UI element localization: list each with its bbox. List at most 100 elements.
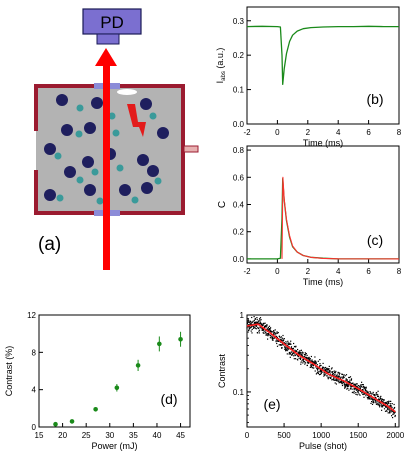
data-point — [389, 403, 392, 405]
data-point — [273, 330, 275, 332]
small-particle — [91, 168, 99, 176]
data-point — [308, 356, 310, 359]
data-point — [374, 399, 376, 401]
data-point — [310, 365, 313, 367]
data-point — [375, 394, 377, 396]
data-point — [347, 384, 349, 386]
panel-label: (b) — [366, 91, 383, 107]
y-tick-label: 0.6 — [233, 173, 245, 182]
data-point — [69, 419, 75, 424]
data-point — [348, 376, 350, 379]
data-point — [291, 351, 293, 353]
data-point — [362, 384, 364, 386]
data-point — [312, 365, 314, 367]
plot-frame — [246, 314, 400, 428]
data-point — [306, 358, 308, 360]
data-point — [274, 333, 276, 335]
data-point — [358, 390, 360, 392]
large-particle — [64, 166, 76, 178]
data-point — [267, 335, 269, 337]
data-point — [292, 353, 294, 355]
large-particle — [147, 165, 159, 177]
data-point — [388, 400, 390, 402]
data-point — [267, 332, 270, 335]
data-point — [330, 376, 332, 378]
data-point — [301, 353, 303, 355]
data-point — [248, 322, 251, 324]
data-point — [345, 378, 347, 380]
data-point — [259, 319, 261, 321]
data-point — [388, 402, 390, 404]
data-point — [388, 408, 390, 410]
data-point — [304, 363, 306, 365]
small-particle — [112, 129, 120, 137]
data-point — [286, 353, 288, 355]
data-point — [259, 317, 262, 319]
data-point — [332, 371, 334, 373]
data-point — [305, 356, 307, 359]
data-point — [256, 325, 258, 327]
data-point — [333, 370, 335, 372]
data-point — [328, 368, 330, 370]
data-point — [257, 326, 259, 329]
data-point — [345, 383, 347, 385]
data-point — [294, 354, 296, 357]
data-point — [291, 354, 293, 356]
x-tick-label: 6 — [366, 128, 371, 137]
large-particle — [91, 97, 103, 109]
data-point — [368, 397, 370, 399]
data-point — [383, 399, 385, 401]
y-tick-label: 0.1 — [233, 388, 245, 397]
data-point — [370, 392, 372, 394]
data-point — [284, 346, 286, 349]
data-point — [361, 381, 363, 383]
data-point — [263, 322, 265, 324]
data-point — [343, 376, 345, 379]
data-point — [262, 332, 264, 334]
data-point — [357, 391, 359, 393]
data-point — [343, 374, 345, 376]
data-point — [350, 386, 352, 388]
data-point — [355, 393, 357, 395]
data-point — [342, 375, 344, 377]
data-point — [266, 333, 268, 335]
data-point — [301, 360, 303, 362]
data-point — [249, 327, 251, 329]
data-point — [300, 357, 302, 359]
data-point — [329, 371, 331, 373]
data-point — [251, 323, 253, 325]
data-point — [315, 373, 317, 375]
data-point — [380, 400, 383, 402]
data-point — [341, 384, 344, 387]
data-point — [346, 379, 348, 381]
data-point — [369, 391, 371, 393]
data-point — [385, 402, 387, 404]
data-point — [379, 406, 381, 408]
data-point — [250, 326, 252, 328]
data-point — [315, 362, 317, 364]
data-point — [310, 355, 312, 358]
data-point — [378, 405, 380, 407]
data-point — [299, 354, 301, 356]
data-point — [348, 389, 350, 391]
data-point — [368, 393, 370, 395]
y-tick-label: 0.8 — [233, 146, 245, 155]
data-point — [379, 396, 381, 398]
data-point — [383, 408, 386, 410]
data-point — [254, 322, 256, 324]
data-point — [320, 371, 322, 373]
panel-a-schematic: PD (a) — [34, 8, 199, 270]
data-point — [363, 396, 365, 398]
data-point — [290, 347, 292, 349]
data-point — [267, 326, 269, 328]
data-point — [393, 413, 395, 415]
data-point — [369, 396, 371, 398]
data-point — [280, 344, 282, 346]
data-point — [178, 336, 183, 342]
data-point — [310, 364, 312, 366]
x-tick-label: 45 — [176, 431, 185, 440]
data-point — [271, 331, 273, 333]
data-point — [265, 330, 267, 332]
data-point — [268, 328, 270, 330]
data-point — [275, 341, 277, 343]
